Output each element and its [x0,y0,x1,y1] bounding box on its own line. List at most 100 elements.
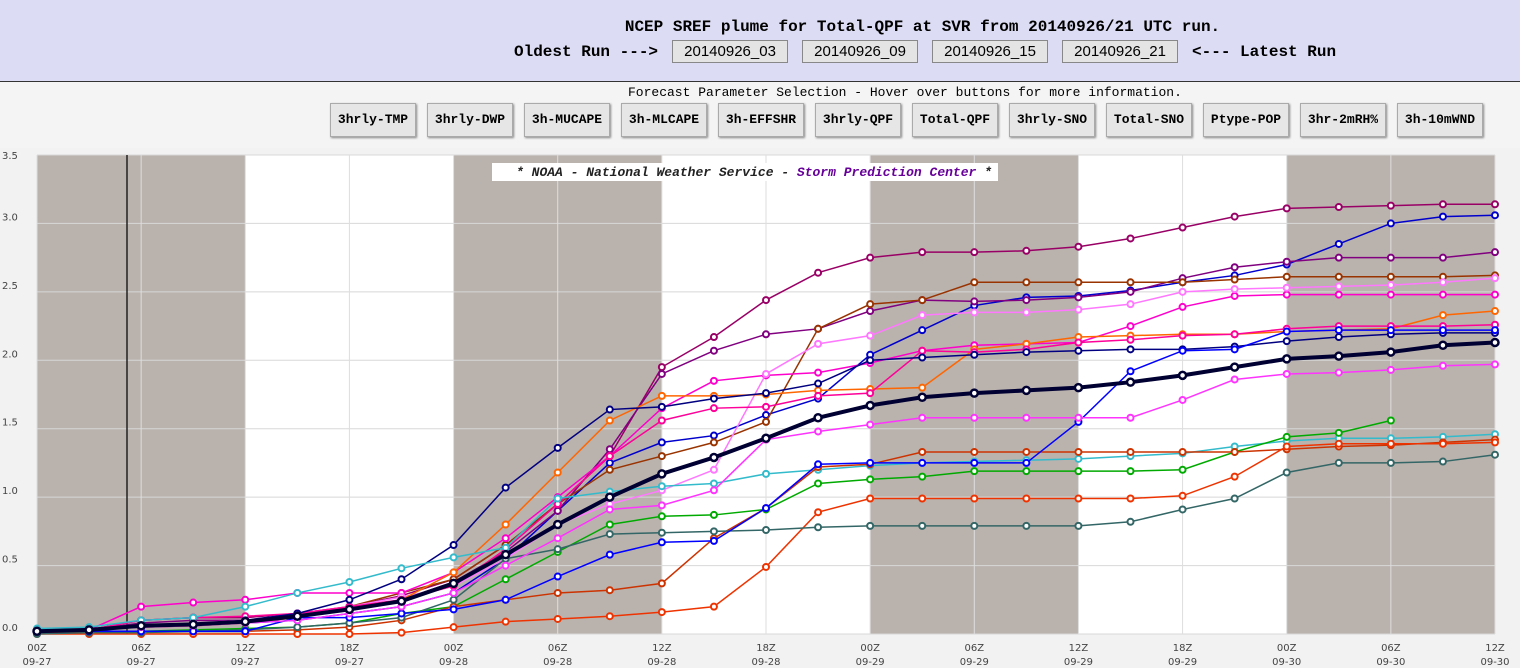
param-button[interactable]: 3hrly-TMP [330,103,416,137]
point [1334,458,1343,467]
point [918,346,927,355]
point [449,623,458,632]
run-button[interactable]: 20140926_15 [932,40,1049,63]
point [657,402,666,411]
param-button[interactable]: 3h-EFFSHR [718,103,804,137]
point [866,475,875,484]
x-tick-label: 09-30 [1480,657,1509,668]
point [1178,346,1187,355]
point [814,391,823,400]
point [1334,326,1343,335]
point [605,458,614,467]
point [709,404,718,413]
point [762,417,770,426]
run-button[interactable]: 20140926_21 [1062,40,1179,63]
param-button[interactable]: 3h-10mWND [1397,103,1483,137]
point [1022,413,1031,422]
point [762,469,770,478]
point [605,530,614,539]
point [918,494,927,503]
point [866,389,875,398]
point [605,452,614,461]
run-button[interactable]: 20140926_09 [802,40,919,63]
y-tick-label: 1.5 [2,418,18,429]
point [970,278,979,287]
point [188,619,198,630]
point [866,331,875,340]
param-button[interactable]: Total-QPF [912,103,998,137]
param-button[interactable]: 3hrly-SNO [1009,103,1095,137]
point [1074,467,1083,476]
point [1126,234,1135,243]
point [344,604,355,615]
point [1334,368,1343,377]
point [1386,458,1395,467]
point [1073,382,1084,393]
point [1490,337,1500,348]
point [657,416,666,425]
point [918,521,927,530]
point [1334,282,1343,291]
point [1386,365,1395,374]
point [762,389,770,398]
point [1386,272,1395,281]
point [918,296,927,305]
param-button[interactable]: 3h-MUCAPE [524,103,610,137]
point [970,467,979,476]
y-tick-label: 2.5 [2,281,18,292]
point [1386,219,1395,228]
x-tick-label: 06Z [131,643,151,654]
x-tick-label: 09-29 [856,657,885,668]
param-button[interactable]: 3hrly-DWP [427,103,513,137]
point [501,534,510,543]
point [1438,340,1448,350]
point [1230,263,1239,272]
point [1230,345,1239,354]
run-button[interactable]: 20140926_03 [672,40,789,63]
point [1022,494,1031,503]
point [1126,322,1135,331]
point [1126,413,1135,422]
point [293,588,302,597]
chart: 0.0 0.5 1.0 1.5 2.0 2.5 3.0 3.5 00Z 09-27 06Z 09-27… [0,148,1520,668]
param-button[interactable]: 3h-MLCAPE [621,103,707,137]
point [449,568,458,577]
point [1491,307,1499,316]
point [1491,200,1499,209]
point [605,520,614,529]
point [709,465,718,474]
point [136,621,146,631]
latest-label: <--- Latest Run [1192,42,1337,61]
caption: Forecast Parameter Selection - Hover ove… [628,85,1182,100]
point [449,595,458,604]
point [553,614,562,623]
point [762,525,770,534]
point [241,595,250,604]
point [866,307,875,316]
point [1230,330,1239,339]
point [1022,308,1031,317]
param-button[interactable]: 3hr-2mRH% [1300,103,1386,137]
param-button[interactable]: 3hrly-QPF [815,103,901,137]
credit-part: * [976,165,992,180]
point [1074,346,1083,355]
x-tick-label: 12Z [652,643,672,654]
param-button[interactable]: Ptype-POP [1203,103,1289,137]
y-tick-label: 3.5 [2,151,18,162]
point [605,405,614,414]
point [657,469,667,479]
point [1334,439,1343,448]
point [1126,335,1135,344]
y-tick-label: 0.5 [2,555,18,566]
x-tick-label: 09-27 [335,657,364,668]
point [137,602,146,611]
param-button[interactable]: Total-SNO [1106,103,1192,137]
point [449,541,458,550]
param-buttons: 3hrly-TMP 3hrly-DWP 3h-MUCAPE 3h-MLCAPE 3h-E… [330,103,1483,137]
x-tick-label: 18Z [756,643,776,654]
point [241,602,250,611]
point [605,505,614,514]
point [1230,285,1239,294]
x-tick-label: 06Z [1381,643,1401,654]
